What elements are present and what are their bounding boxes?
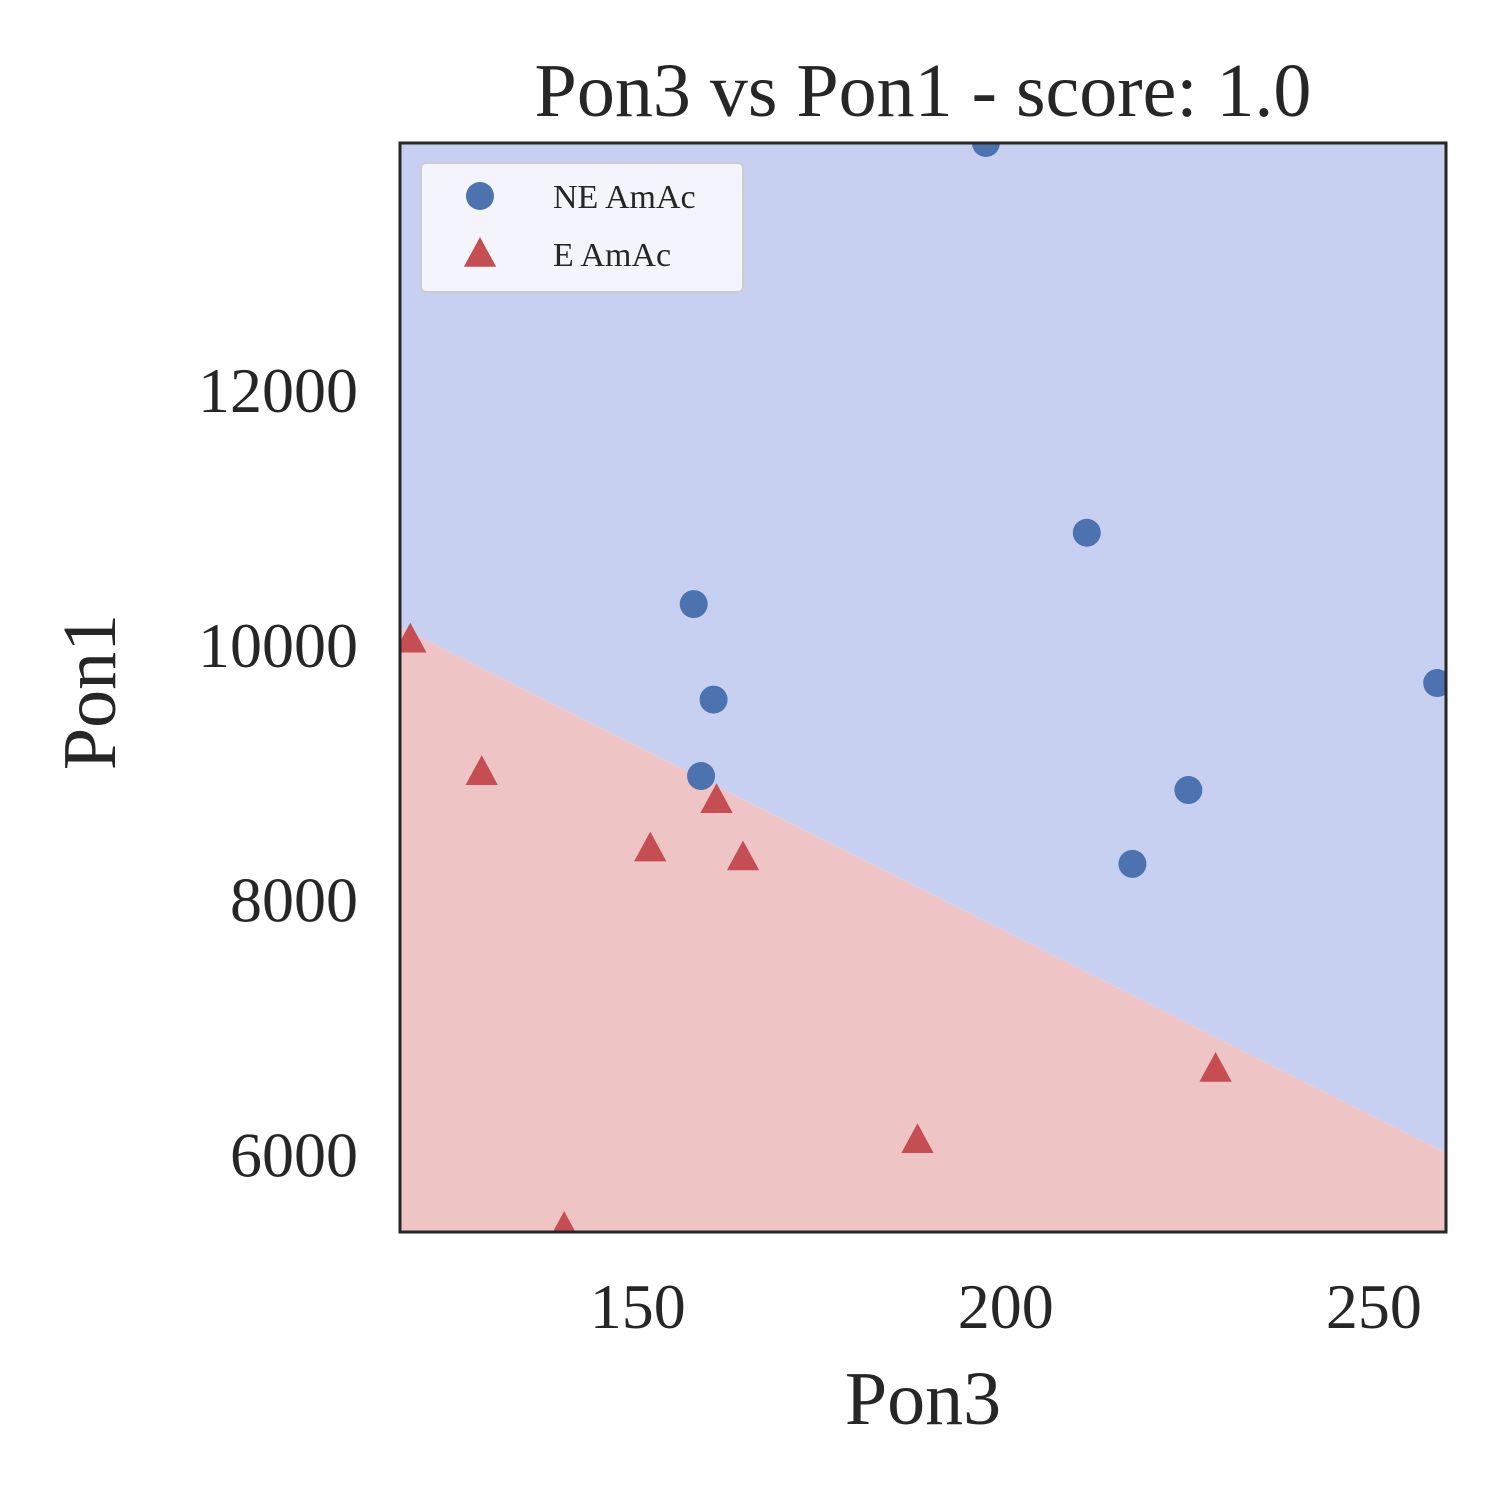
ne-amac-point (679, 590, 708, 619)
e-amac-point (901, 1123, 934, 1154)
region-e-amac (400, 627, 1446, 1232)
ne-amac-point (1423, 669, 1446, 698)
e-amac-point (552, 1211, 576, 1232)
legend: NE AmAc E AmAc (420, 162, 744, 293)
ne-amac-point (1174, 776, 1203, 805)
legend-box (420, 162, 744, 293)
ne-amac-point (971, 143, 1000, 157)
e-amac-point (700, 783, 733, 813)
legend-circle-icon (466, 182, 494, 210)
decision-regions (400, 143, 1446, 1232)
y-tick-labels: 6000 8000 10000 12000 (198, 355, 358, 1190)
ne-amac-point (687, 762, 716, 791)
ne-amac-point (699, 685, 728, 714)
plot-frame (398, 141, 1448, 1234)
chart-title: Pon3 vs Pon1 - score: 1.0 (535, 49, 1312, 133)
y-tick-label: 6000 (230, 1119, 358, 1190)
e-amac-point (465, 755, 498, 785)
data-points (400, 143, 1446, 1232)
x-axis-label: Pon3 (845, 1357, 1001, 1441)
e-amac-point (400, 622, 427, 653)
e-amac-point (726, 840, 760, 871)
y-tick-label: 10000 (198, 610, 358, 681)
e-amac-point (634, 831, 667, 862)
x-tick-label: 200 (958, 1271, 1054, 1342)
e-amac-point (1199, 1051, 1232, 1082)
x-tick-labels: 150 200 250 (590, 1271, 1422, 1342)
ne-amac-point (1118, 849, 1147, 878)
y-tick-label: 12000 (198, 355, 358, 426)
x-tick-label: 150 (590, 1271, 686, 1342)
legend-label: E AmAc (553, 237, 671, 274)
ne-amac-point (1072, 518, 1101, 547)
y-axis-label: Pon1 (48, 614, 132, 770)
y-tick-label: 8000 (230, 865, 358, 936)
x-tick-label: 250 (1326, 1271, 1422, 1342)
legend-triangle-icon (463, 237, 497, 267)
region-ne-amac (400, 143, 1446, 1154)
legend-label: NE AmAc (553, 179, 696, 216)
